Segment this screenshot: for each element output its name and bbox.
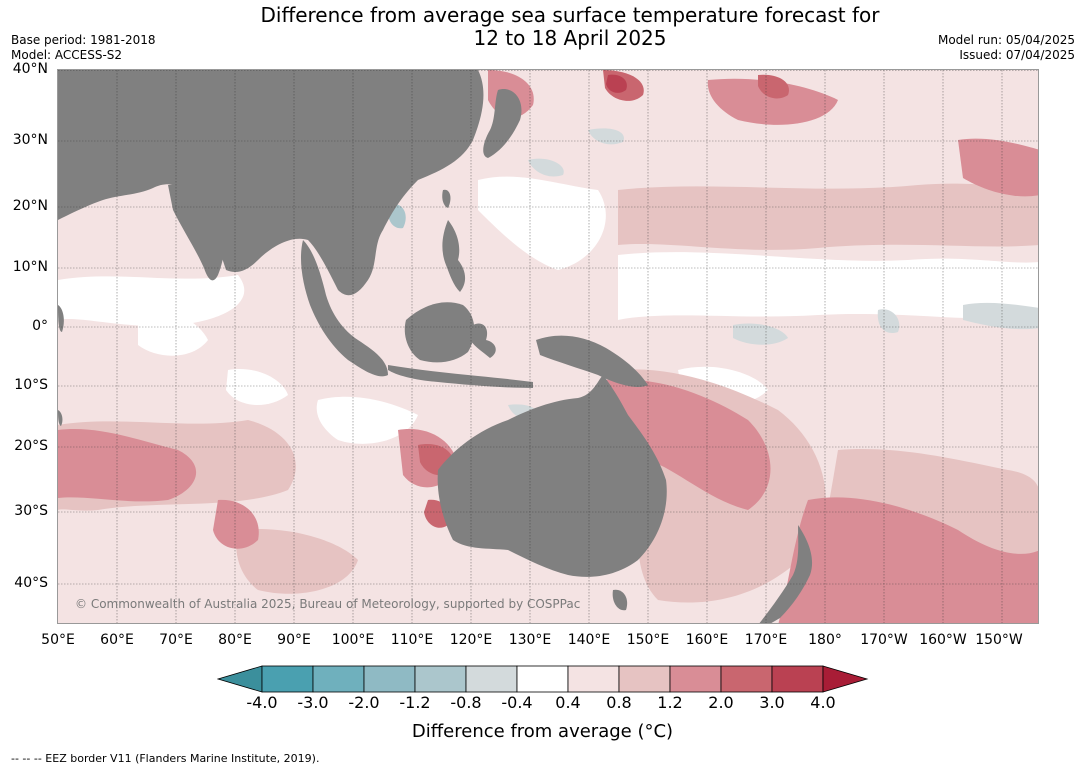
lon-label: 170°W xyxy=(860,632,908,648)
lat-label: 40°S xyxy=(14,575,48,591)
lon-label: 80°E xyxy=(218,632,252,648)
colorbar xyxy=(217,665,869,693)
colorbar-segment xyxy=(363,665,416,693)
sst-anomaly-map xyxy=(57,69,1039,624)
land-masses xyxy=(58,70,813,623)
lon-label: 150°E xyxy=(626,632,670,648)
warm-anomaly-very-strong xyxy=(606,74,627,93)
colorbar-tick: 0.4 xyxy=(555,693,581,712)
colorbar-segments xyxy=(217,665,869,693)
colorbar-tick: -3.0 xyxy=(297,693,329,712)
lat-label: 30°N xyxy=(12,132,48,148)
colorbar-segment xyxy=(720,665,773,693)
graticule xyxy=(58,70,1038,623)
lon-label: 70°E xyxy=(159,632,193,648)
chart-title: Difference from average sea surface temp… xyxy=(0,4,1085,50)
lon-label: 110°E xyxy=(390,632,434,648)
lon-label: 130°E xyxy=(508,632,552,648)
copyright-notice: © Commonwealth of Australia 2025, Bureau… xyxy=(75,597,581,611)
map-svg xyxy=(58,70,1038,623)
meta-left: Base period: 1981-2018 Model: ACCESS-S2 xyxy=(11,33,156,63)
colorbar-segment xyxy=(414,665,467,693)
base-period: Base period: 1981-2018 xyxy=(11,33,156,47)
model-run: Model run: 05/04/2025 xyxy=(937,33,1075,47)
colorbar-extend-low xyxy=(217,665,263,693)
colorbar-tick: 0.8 xyxy=(606,693,632,712)
lat-label: 10°S xyxy=(14,377,48,393)
issued-date: Issued: 07/04/2025 xyxy=(959,48,1075,62)
colorbar-extend-high xyxy=(822,665,869,693)
lon-label: 180° xyxy=(808,632,842,648)
colorbar-segment xyxy=(465,665,518,693)
cool-anomaly-areas xyxy=(508,128,1038,420)
lon-label: 140°E xyxy=(567,632,611,648)
colorbar-segment xyxy=(312,665,365,693)
colorbar-tick: 3.0 xyxy=(759,693,785,712)
lon-label: 160°E xyxy=(685,632,729,648)
lon-label: 170°E xyxy=(744,632,788,648)
model-name: Model: ACCESS-S2 xyxy=(11,48,123,62)
lon-label: 100°E xyxy=(331,632,375,648)
warm-anomaly-moderate xyxy=(58,70,1038,623)
lat-label: 40°N xyxy=(12,61,48,77)
colorbar-segment xyxy=(669,665,722,693)
meta-right: Model run: 05/04/2025 Issued: 07/04/2025 xyxy=(938,33,1075,63)
lat-label: 30°S xyxy=(14,503,48,519)
colorbar-tick: 2.0 xyxy=(708,693,734,712)
colorbar-tick: -0.8 xyxy=(450,693,482,712)
lat-label: 20°S xyxy=(14,438,48,454)
colorbar-segment xyxy=(516,665,569,693)
lat-label: 10°N xyxy=(12,259,48,275)
eez-footnote: -- -- -- EEZ border V11 (Flanders Marine… xyxy=(11,752,320,765)
colorbar-tick: -2.0 xyxy=(348,693,380,712)
lon-label: 150°W xyxy=(975,632,1023,648)
lon-label: 90°E xyxy=(277,632,311,648)
lon-label: 120°E xyxy=(449,632,493,648)
lon-label: 50°E xyxy=(41,632,75,648)
lat-label: 20°N xyxy=(12,198,48,214)
title-line-2: 12 to 18 April 2025 xyxy=(473,26,667,50)
colorbar-segment xyxy=(771,665,824,693)
colorbar-segment xyxy=(618,665,671,693)
colorbar-tick: -1.2 xyxy=(399,693,431,712)
colorbar-segment xyxy=(567,665,620,693)
colorbar-tick: -0.4 xyxy=(501,693,533,712)
colorbar-tick: -4.0 xyxy=(246,693,278,712)
title-line-1: Difference from average sea surface temp… xyxy=(260,3,880,27)
colorbar-label-text: Difference from average (°C) xyxy=(411,721,674,742)
lon-label: 160°W xyxy=(919,632,967,648)
colorbar-segment xyxy=(261,665,314,693)
lat-label: 0° xyxy=(32,318,48,334)
colorbar-tick: 4.0 xyxy=(810,693,836,712)
lon-label: 60°E xyxy=(100,632,134,648)
colorbar-label: Difference from average (°C) xyxy=(0,721,1085,743)
colorbar-tick: 1.2 xyxy=(657,693,683,712)
